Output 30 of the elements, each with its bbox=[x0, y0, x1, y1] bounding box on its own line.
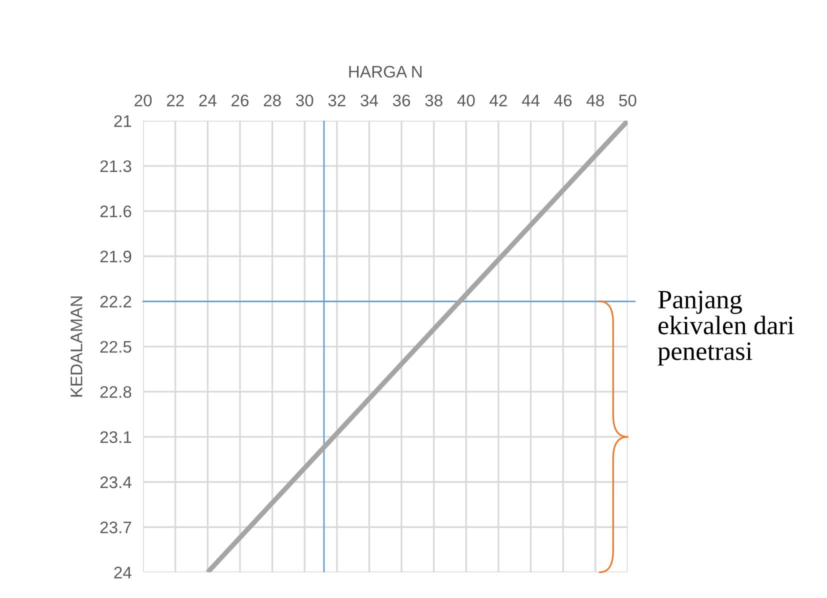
y-tick-label: 23.7 bbox=[100, 522, 132, 534]
y-axis-title: KEDALAMAN bbox=[70, 296, 82, 397]
x-tick-label: 38 bbox=[425, 94, 442, 106]
x-tick-label: 46 bbox=[554, 94, 572, 106]
x-tick-label: 28 bbox=[264, 94, 281, 106]
x-tick-label: 20 bbox=[134, 94, 152, 106]
y-tick-label: 22.5 bbox=[100, 340, 132, 353]
y-tick-label: 21.9 bbox=[100, 250, 132, 262]
x-tick-label: 50 bbox=[619, 94, 636, 106]
x-tick-label: 36 bbox=[392, 94, 410, 106]
x-tick-label: 32 bbox=[328, 94, 346, 106]
x-tick-label: 34 bbox=[360, 94, 378, 106]
x-tick-label: 42 bbox=[490, 94, 507, 106]
x-tick-label: 44 bbox=[522, 94, 540, 106]
x-tick-label: 30 bbox=[296, 94, 314, 106]
y-tick-label: 21.3 bbox=[100, 160, 132, 172]
y-tick-label: 23.1 bbox=[100, 431, 132, 444]
y-tick-label: 24 bbox=[114, 566, 132, 578]
x-axis-title: HARGA N bbox=[349, 66, 422, 78]
x-tick-label: 22 bbox=[166, 94, 184, 106]
y-tick-label: 21.6 bbox=[100, 205, 132, 218]
y-tick-label: 23.4 bbox=[100, 476, 132, 488]
y-tick-label: 21 bbox=[114, 115, 132, 127]
y-tick-label: 22.8 bbox=[100, 386, 132, 398]
y-tick-label: 22.2 bbox=[100, 296, 132, 308]
annotation: Panjang ekivalen dari penetrasi bbox=[658, 290, 794, 366]
x-tick-label: 48 bbox=[586, 94, 604, 106]
x-tick-label: 26 bbox=[232, 94, 249, 106]
x-tick-label: 40 bbox=[457, 94, 475, 106]
x-tick-label: 24 bbox=[199, 94, 216, 106]
